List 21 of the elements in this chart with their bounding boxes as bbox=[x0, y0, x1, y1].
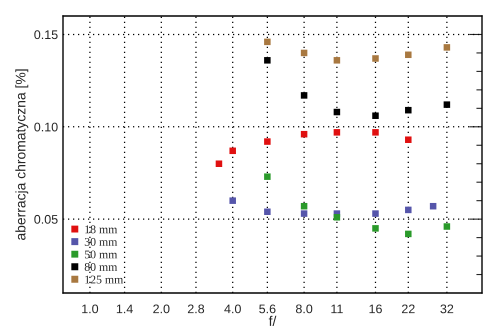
x-tick-label: 16 bbox=[369, 304, 382, 314]
legend-label: 125 mm bbox=[85, 276, 124, 284]
x-tick-label: 32 bbox=[440, 304, 454, 314]
legend-label: 30 mm bbox=[84, 238, 118, 246]
x-tick-label: 8.0 bbox=[296, 304, 312, 314]
legend-label: 80 mm bbox=[84, 263, 118, 271]
y-axis-title: aberracja chromatyczna [%] bbox=[15, 69, 28, 240]
x-tick-label: 2.8 bbox=[188, 304, 204, 314]
y-tick-label: 0.10 bbox=[34, 122, 58, 132]
legend-label: 50 mm bbox=[84, 250, 118, 258]
x-tick-label: 22 bbox=[402, 304, 415, 314]
x-axis-title: f/ bbox=[268, 316, 276, 326]
x-tick-label: 1.4 bbox=[116, 304, 133, 314]
x-tick-label: 11 bbox=[331, 304, 343, 314]
x-tick-label: 4.0 bbox=[224, 304, 241, 314]
y-tick-label: 0.15 bbox=[34, 30, 58, 40]
x-tick-label: 5.6 bbox=[259, 304, 276, 314]
legend-label: 18 mm bbox=[85, 225, 118, 234]
y-tick-label: 0.05 bbox=[34, 214, 58, 224]
x-tick-label: 1.0 bbox=[82, 304, 98, 314]
x-tick-label: 2.0 bbox=[153, 304, 170, 314]
